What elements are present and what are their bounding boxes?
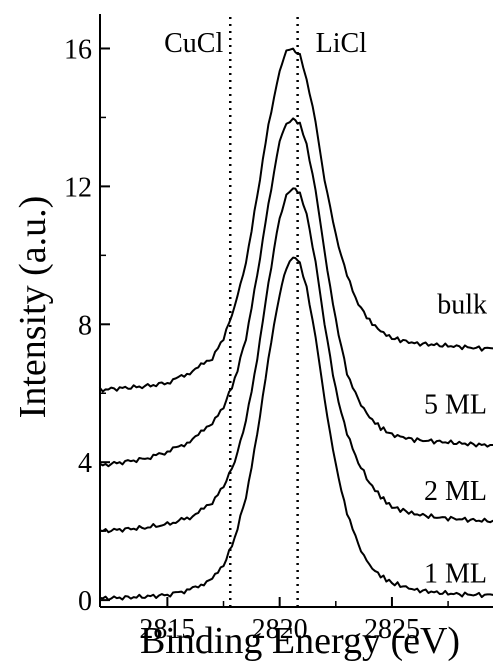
y-tick-label: 12	[64, 172, 92, 203]
series-line-5-ml	[99, 117, 493, 468]
series-label-bulk: bulk	[437, 290, 487, 321]
y-axis-label: Intensity (a.u.)	[12, 196, 54, 419]
y-tick-label: 8	[78, 310, 92, 341]
y-tick-label: 16	[64, 34, 92, 65]
series-line-1-ml	[99, 256, 493, 601]
reference-label-cucl: CuCl	[164, 28, 223, 59]
series-label-5-ml: 5 ML	[424, 390, 487, 421]
reference-label-licl: LiCl	[316, 28, 368, 59]
series-label-1-ml: 1 ML	[424, 559, 487, 590]
x-axis-label: Binding Energy (eV)	[140, 620, 460, 662]
plot-area: CuCl LiCl 1 ML 2 ML 5 ML bulk	[99, 17, 493, 607]
x-tick-label: 2820	[252, 614, 308, 645]
x-tick-label: 2815	[139, 614, 195, 645]
x-tick-label: 2825	[364, 614, 420, 645]
y-tick-label: 4	[78, 448, 92, 479]
series-line-2-ml	[99, 187, 493, 534]
axes: 0 4 8 12 16 2815 2820 2825	[64, 14, 493, 645]
series-line-bulk	[99, 47, 493, 393]
y-tick-label: 0	[78, 586, 92, 617]
series-label-2-ml: 2 ML	[424, 476, 487, 507]
